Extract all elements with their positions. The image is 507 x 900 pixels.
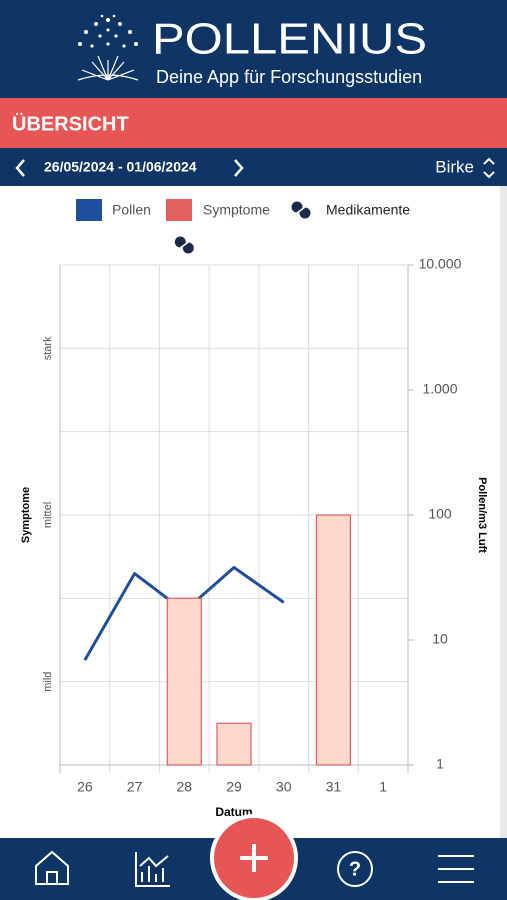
pill-part <box>174 236 186 248</box>
date-range: 26/05/2024 - 01/06/2024 <box>44 159 197 175</box>
x-tick-label: 27 <box>127 779 143 795</box>
pill-part <box>291 201 303 213</box>
app-title: POLLENIUS <box>152 15 427 64</box>
symptom-bar <box>216 722 252 766</box>
x-tick-label: 1 <box>379 779 387 795</box>
symptom-bar <box>315 514 352 766</box>
date-bar <box>0 148 507 186</box>
x-tick-label: 29 <box>226 779 242 795</box>
legend-label: Symptome <box>203 202 270 218</box>
plant-chevrons[interactable] <box>483 157 495 179</box>
x-tick-label: 31 <box>326 779 342 795</box>
add-icon <box>240 844 268 872</box>
chart: mild mittel stark 1 10 100 1.000 10.000 26 27 28 29… <box>20 199 488 819</box>
chart-bg <box>0 186 507 838</box>
help-mark: ? <box>349 858 361 880</box>
y2-tick-label: 1.000 <box>422 381 457 397</box>
legend-pill <box>291 201 311 219</box>
y2-tick-label: 10.000 <box>419 256 462 272</box>
legend-label: Medikamente <box>326 202 410 218</box>
nav-help[interactable] <box>337 851 373 887</box>
y2-axis-label: Pollen/m3 Luft <box>476 477 488 553</box>
plant-select[interactable]: Birke <box>435 157 474 176</box>
medication-marker <box>174 236 194 254</box>
pill-gap <box>175 238 193 252</box>
legend-swatch <box>166 199 192 221</box>
symptom-bar <box>166 597 202 766</box>
x-tick-label: 26 <box>77 779 93 795</box>
nav-home[interactable] <box>35 850 69 885</box>
section-title: ÜBERSICHT <box>12 112 129 135</box>
nav-menu[interactable] <box>438 855 474 883</box>
y2-tick-label: 100 <box>428 506 452 522</box>
pill-gap <box>292 203 310 217</box>
logo <box>77 14 139 81</box>
y-axis-label: Symptome <box>20 487 32 543</box>
y-tick-label: mild <box>42 672 54 692</box>
section-bar <box>0 98 507 148</box>
next-week[interactable] <box>234 159 244 177</box>
prev-week[interactable] <box>15 159 25 177</box>
y2-tick-label: 10 <box>432 631 448 647</box>
pill-part <box>299 207 311 219</box>
header-bg <box>0 0 507 98</box>
legend-swatch <box>76 199 102 221</box>
app-subtitle: Deine App für Forschungsstudien <box>156 67 422 87</box>
legend-label: Pollen <box>112 202 151 218</box>
y2-tick-label: 1 <box>436 756 444 772</box>
x-tick-label: 28 <box>176 779 192 795</box>
y-tick-label: stark <box>42 336 54 360</box>
scrollbar <box>500 186 507 838</box>
pill-part <box>182 242 194 254</box>
x-tick-label: 30 <box>276 779 292 795</box>
y-tick-label: mittel <box>42 502 54 528</box>
nav-chart[interactable] <box>135 852 170 887</box>
